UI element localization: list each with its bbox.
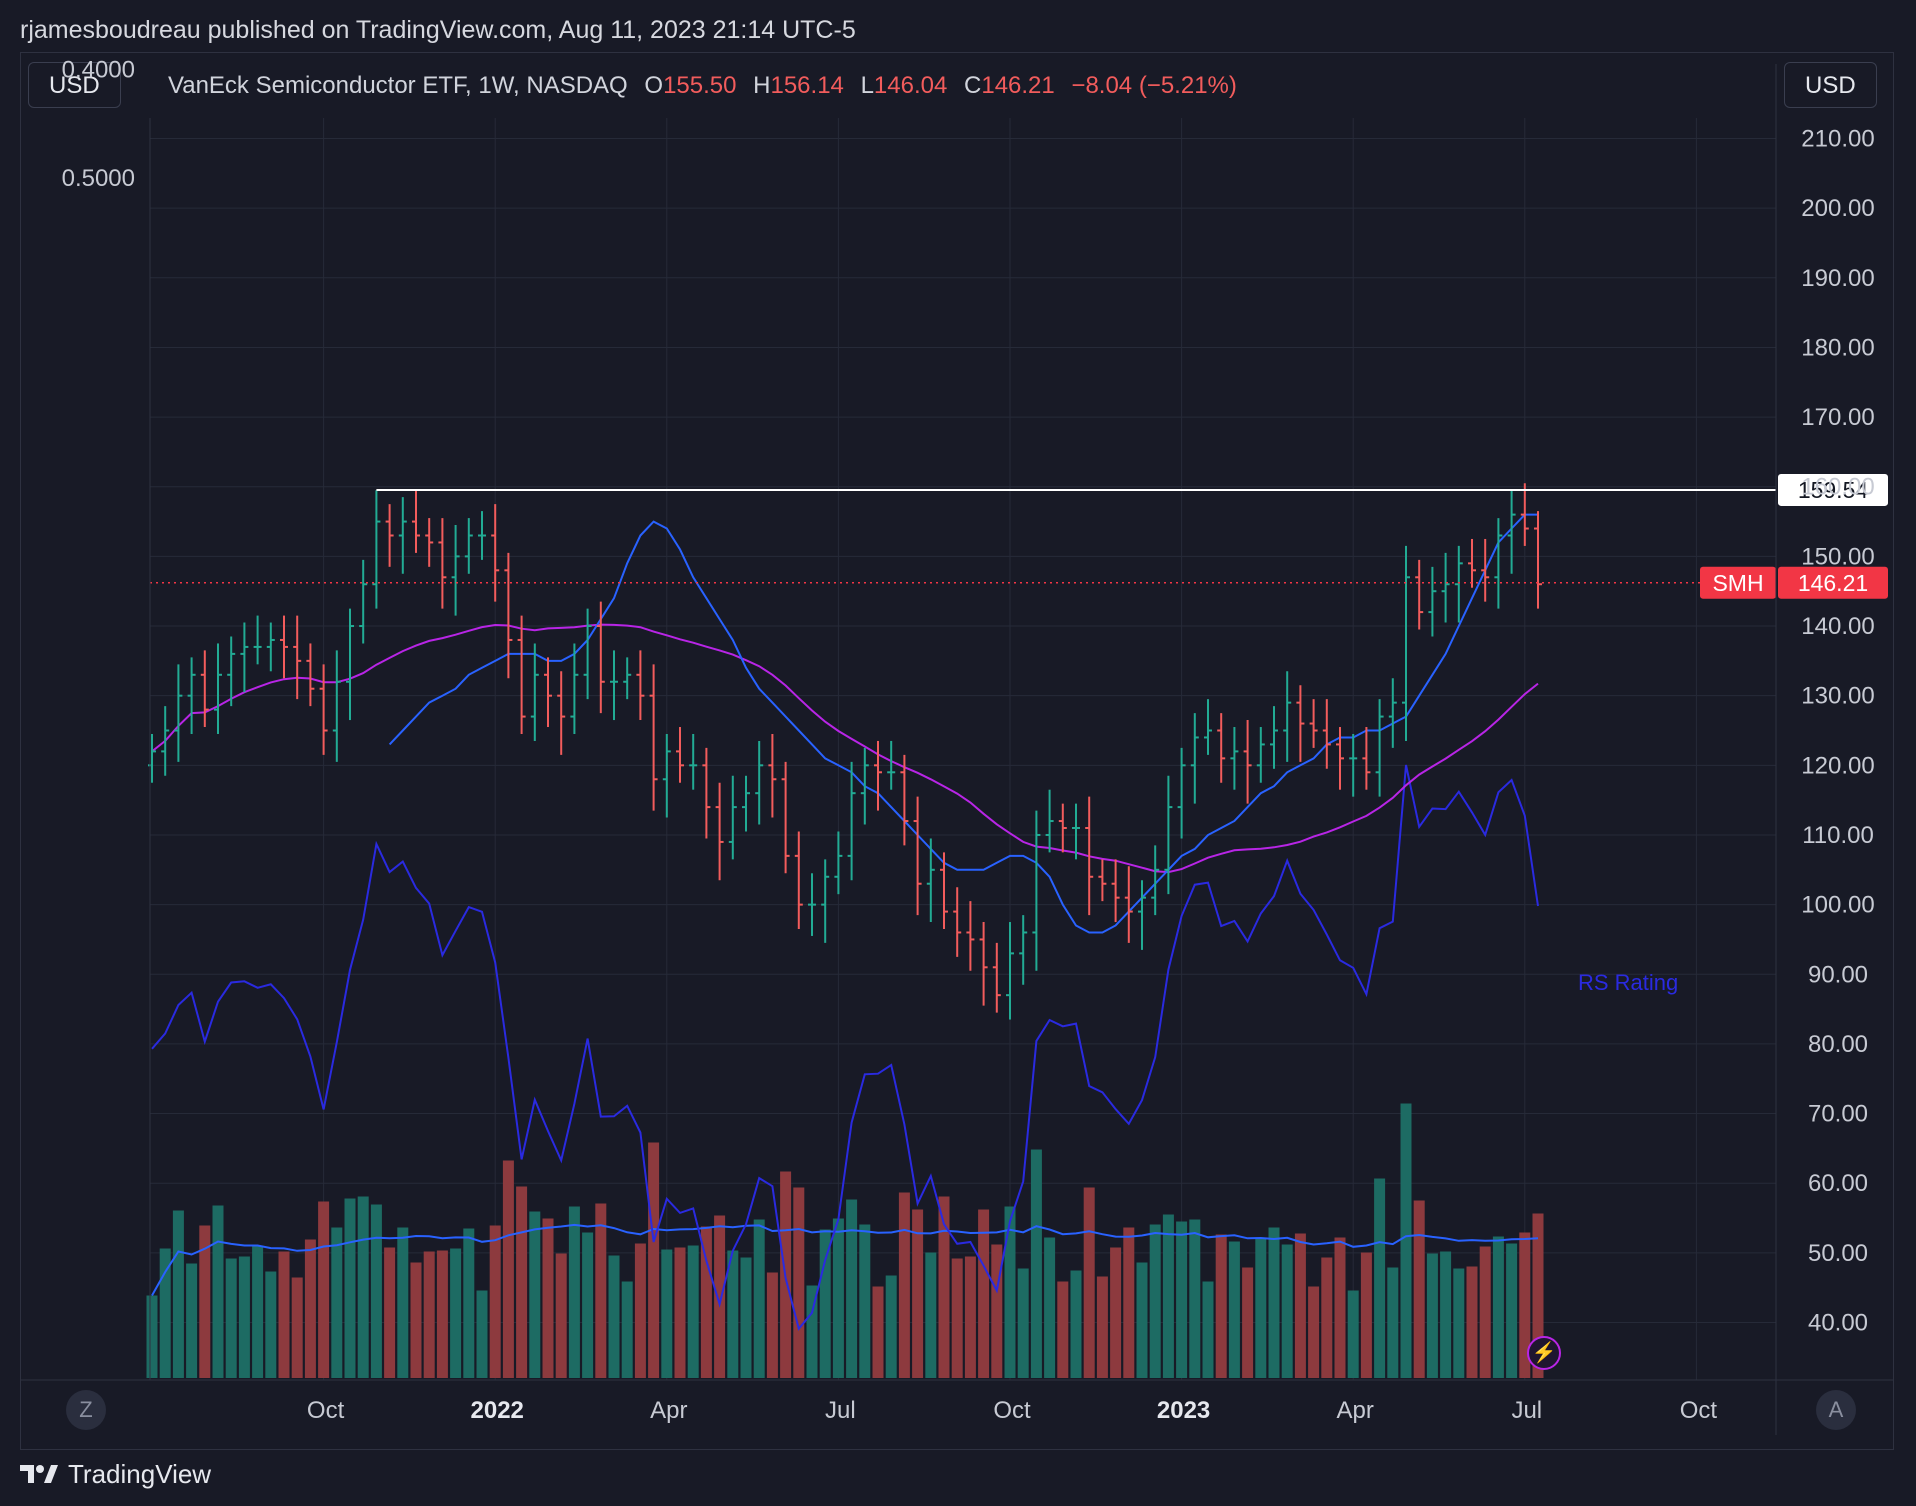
legend-open-value: 155.50 xyxy=(663,72,737,99)
attribution-text: rjamesboudreau published on TradingView.… xyxy=(20,16,856,44)
legend-high-value: 156.14 xyxy=(770,72,844,99)
lightning-icon[interactable]: ⚡ xyxy=(1527,1336,1561,1370)
tradingview-logo: TradingView xyxy=(20,1454,211,1494)
zoom-button[interactable]: Z xyxy=(66,1390,106,1430)
brand-name: TradingView xyxy=(68,1458,212,1489)
legend-change-value: −8.04 (−5.21%) xyxy=(1071,72,1237,99)
left-currency-button[interactable]: USD xyxy=(28,62,121,108)
chart-frame xyxy=(20,52,1894,1450)
auto-scale-button[interactable]: A xyxy=(1816,1390,1856,1430)
tradingview-logo-icon xyxy=(20,1465,58,1483)
legend-low-value: 146.04 xyxy=(873,72,948,99)
legend-open-label: O xyxy=(644,72,664,99)
legend-close-label: C xyxy=(964,72,982,99)
right-currency-button[interactable]: USD xyxy=(1784,62,1877,108)
chart-legend: VanEck Semiconductor ETF, 1W, NASDAQ O15… xyxy=(168,72,1237,100)
legend-title: VanEck Semiconductor ETF, 1W, NASDAQ xyxy=(168,72,628,99)
legend-high-label: H xyxy=(753,72,771,99)
legend-close-value: 146.21 xyxy=(981,72,1055,99)
legend-low-label: L xyxy=(860,72,874,99)
